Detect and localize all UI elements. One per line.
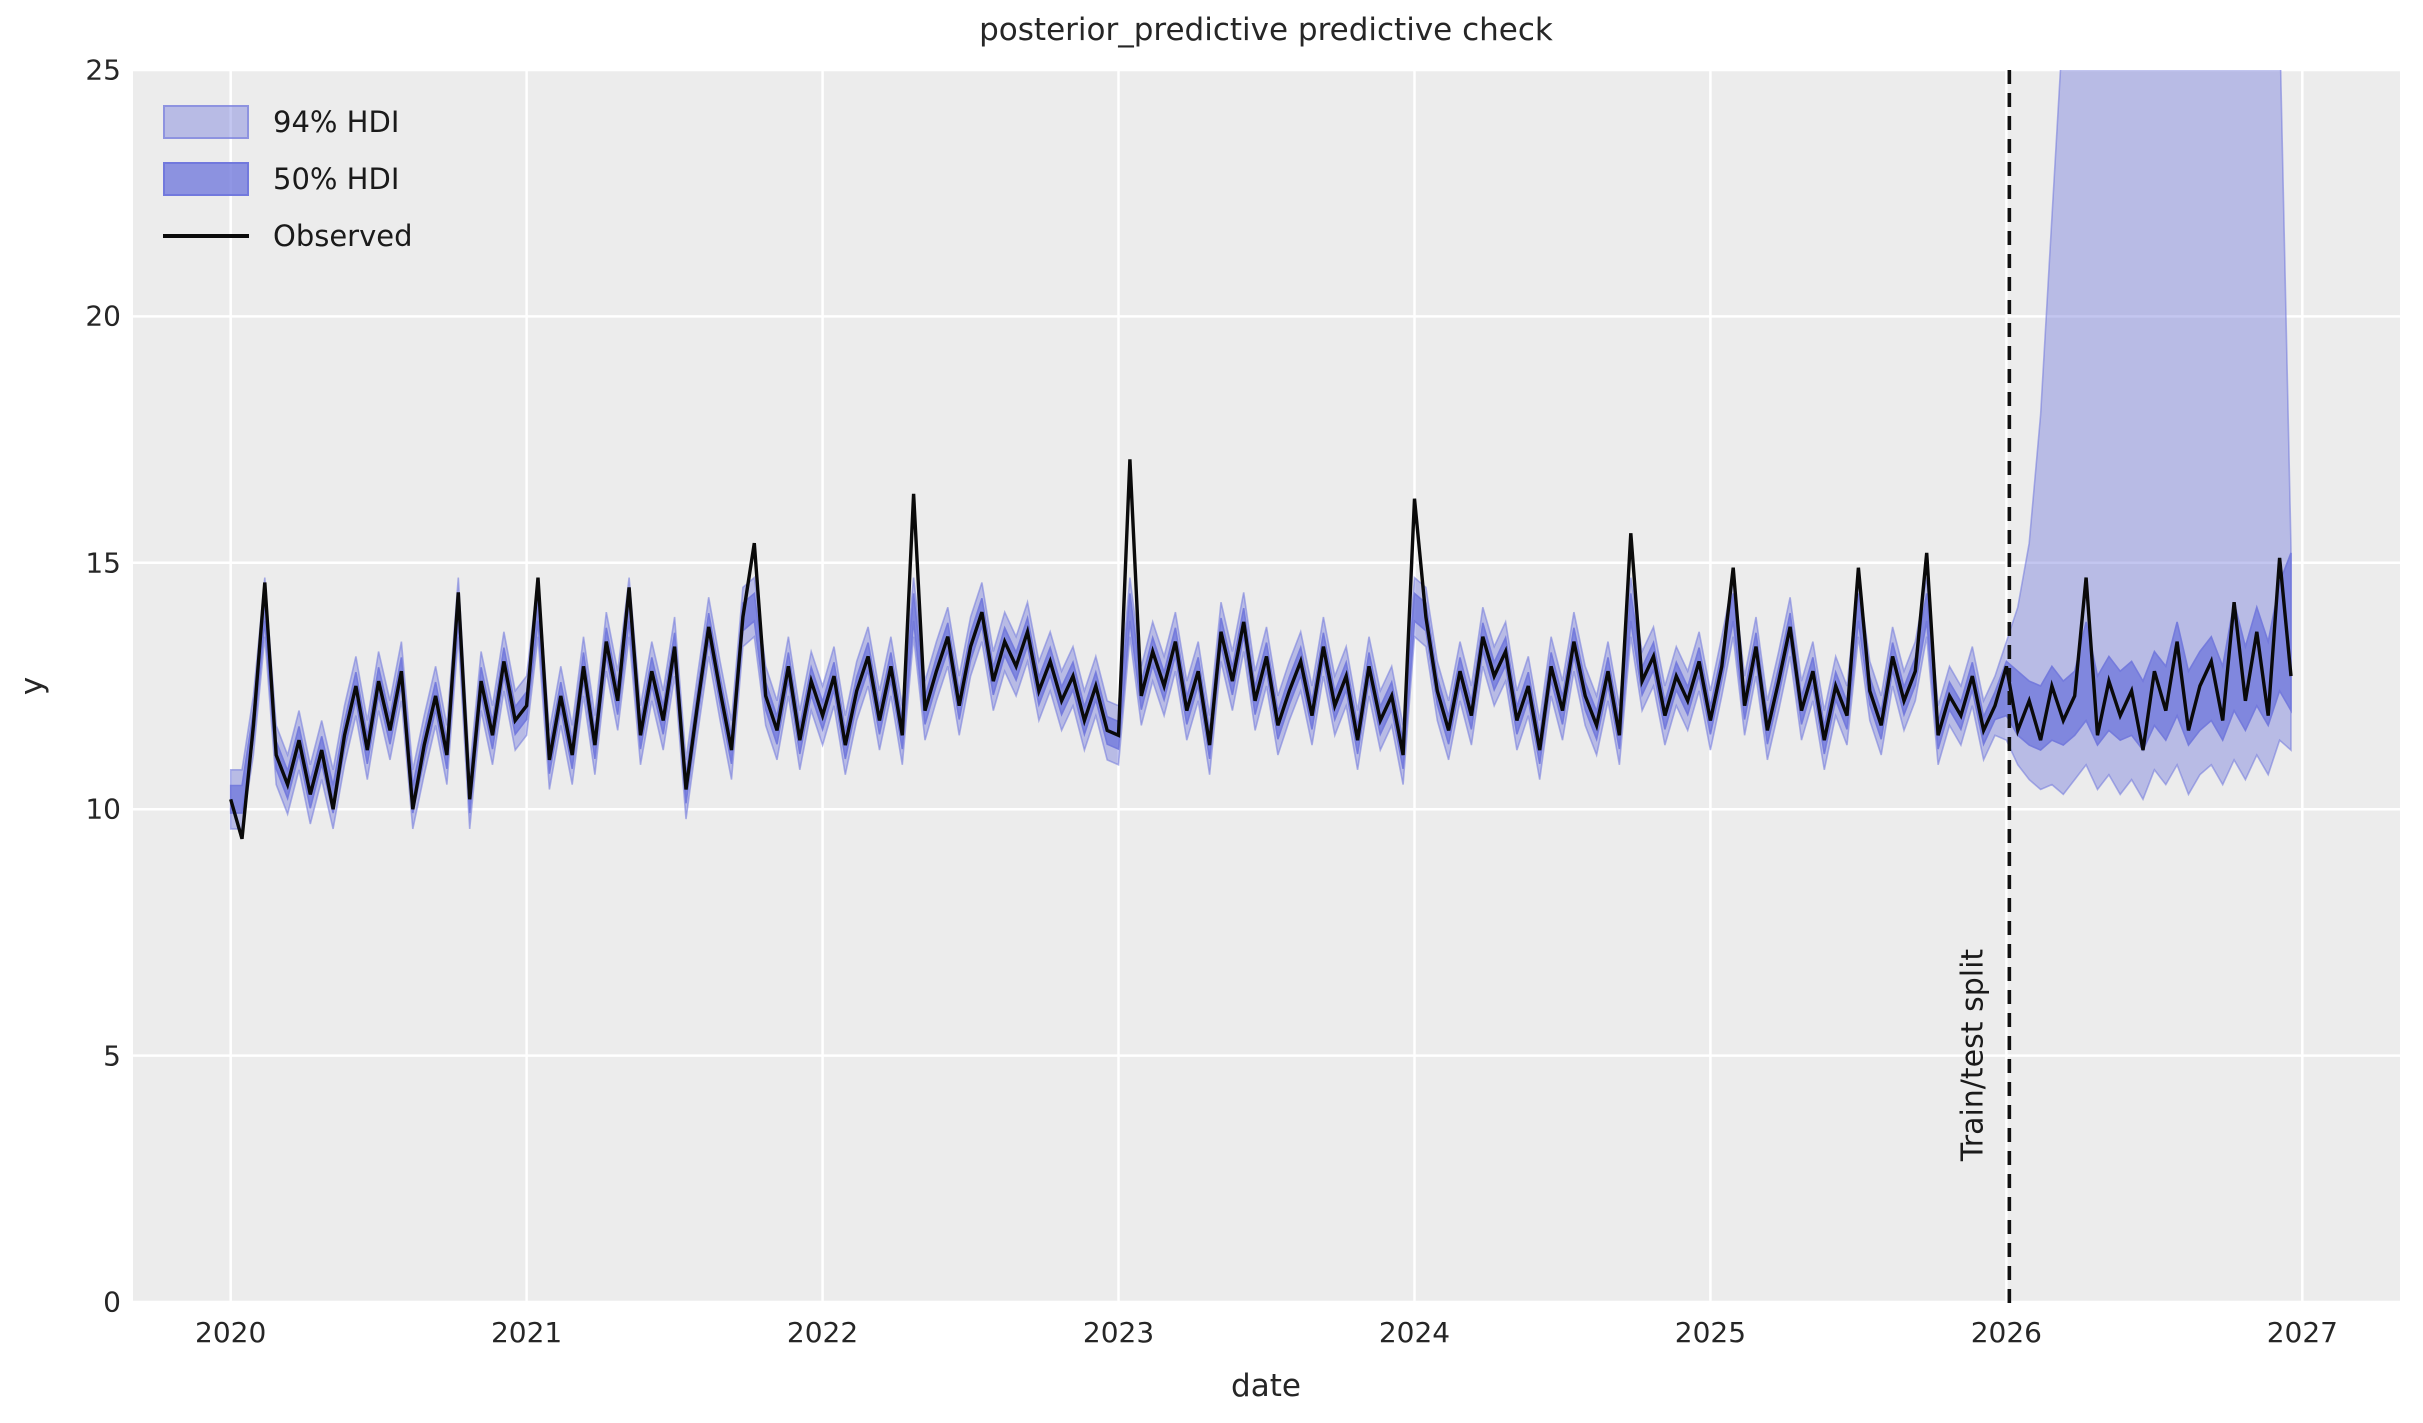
x-tick-label: 2023 (1082, 1316, 1155, 1349)
x-tick-label: 2022 (786, 1316, 859, 1349)
y-tick-label: 5 (103, 1039, 121, 1073)
x-tick-label: 2020 (195, 1316, 267, 1349)
observed-line-swatch-icon (163, 234, 249, 238)
train-test-split-label: Train/test split (1955, 948, 1991, 1162)
y-tick-label: 25 (85, 53, 121, 87)
x-tick-label: 2025 (1674, 1316, 1747, 1349)
chart-title: posterior_predictive predictive check (979, 12, 1553, 48)
legend-item-observed: Observed (163, 212, 413, 260)
x-axis-label: date (1231, 1368, 1301, 1404)
hdi50-swatch-icon (163, 162, 249, 196)
x-tick-label: 2024 (1378, 1316, 1451, 1349)
hdi94-swatch-icon (163, 105, 249, 139)
legend-label: Observed (273, 219, 413, 253)
y-tick-label: 10 (85, 792, 121, 826)
y-axis-label: y (14, 676, 50, 696)
y-tick-label: 15 (85, 546, 121, 580)
legend: 94% HDI 50% HDI Observed (163, 98, 413, 260)
legend-label: 50% HDI (273, 162, 400, 196)
legend-item-50-hdi: 50% HDI (163, 155, 413, 203)
y-tick-label: 20 (85, 299, 121, 333)
legend-item-94-hdi: 94% HDI (163, 98, 413, 146)
plot-area (133, 70, 2400, 1302)
x-tick-label: 2026 (1970, 1316, 2043, 1349)
y-tick-label: 0 (103, 1285, 121, 1319)
legend-label: 94% HDI (273, 105, 400, 139)
x-tick-label: 2021 (490, 1316, 563, 1349)
observed-line (229, 459, 2293, 840)
x-tick-label: 2027 (2266, 1316, 2338, 1349)
